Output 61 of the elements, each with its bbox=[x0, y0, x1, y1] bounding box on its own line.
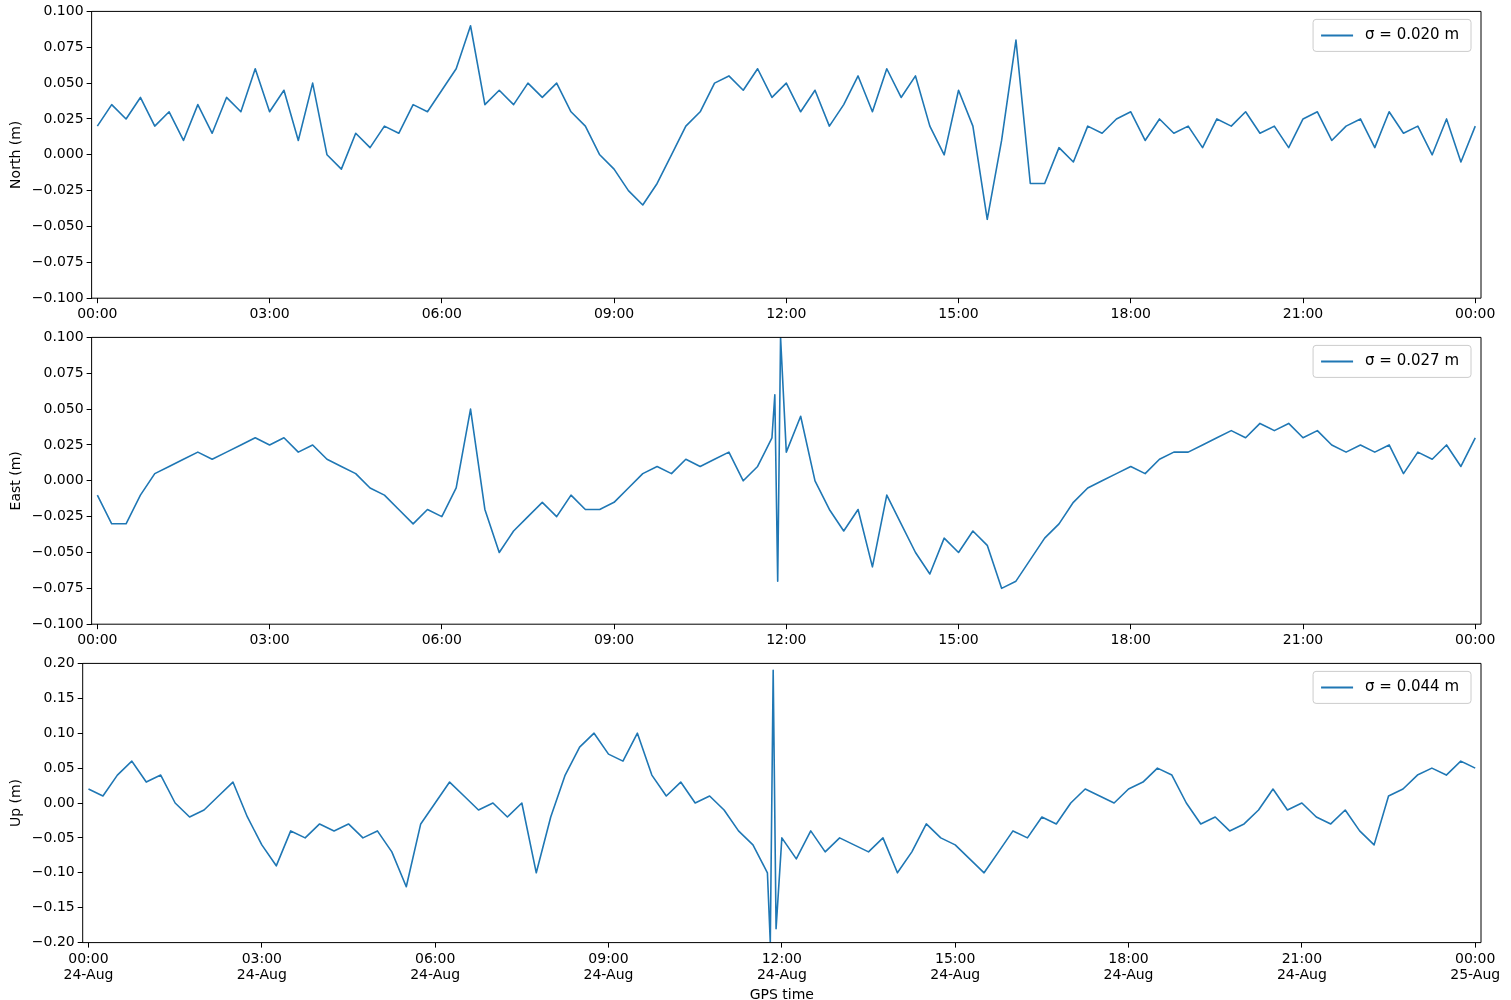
x-tick-label: 18:00 bbox=[1110, 631, 1151, 648]
y-tick-label: 0.10 bbox=[43, 723, 75, 740]
x-tick-label: 06:00 24-Aug bbox=[410, 949, 461, 983]
x-tick-label: 18:00 bbox=[1110, 305, 1151, 322]
y-tick-label: 0.100 bbox=[43, 328, 84, 345]
x-tick-label: 12:00 bbox=[766, 305, 807, 322]
x-tick-label: 15:00 bbox=[938, 305, 979, 322]
y-tick-label: −0.15 bbox=[31, 898, 75, 915]
y-tick-label: 0.050 bbox=[43, 73, 84, 90]
x-tick-label: 03:00 bbox=[249, 305, 290, 322]
x-tick-label: 21:00 bbox=[1282, 305, 1324, 322]
x-tick-label: 12:00 bbox=[766, 631, 807, 648]
y-tick-label: 0.00 bbox=[43, 793, 75, 810]
x-tick-label: 09:00 bbox=[593, 305, 635, 322]
legend-label: σ = 0.027 m bbox=[1365, 351, 1459, 370]
x-tick-label: 00:00 24-Aug bbox=[63, 949, 114, 983]
x-tick-label: 00:00 bbox=[1455, 305, 1496, 322]
y-tick-label: −0.050 bbox=[31, 217, 84, 234]
y-tick-label: −0.05 bbox=[31, 828, 75, 845]
x-tick-label: 00:00 bbox=[77, 631, 118, 648]
y-tick-label: 0.025 bbox=[43, 109, 84, 126]
y-tick-label: 0.075 bbox=[43, 37, 84, 54]
x-tick-label: 09:00 24-Aug bbox=[583, 949, 634, 983]
x-tick-label: 06:00 bbox=[421, 631, 463, 648]
y-axis-title: North (m) bbox=[7, 120, 24, 189]
x-tick-label: 15:00 bbox=[938, 631, 979, 648]
y-tick-label: 0.050 bbox=[43, 399, 84, 416]
x-tick-label: 00:00 25-Aug bbox=[1450, 949, 1501, 983]
x-axis-title: GPS time bbox=[749, 986, 814, 1000]
x-tick-label: 18:00 24-Aug bbox=[1103, 949, 1154, 983]
legend-label: σ = 0.020 m bbox=[1365, 25, 1459, 44]
y-axis-title: Up (m) bbox=[7, 778, 24, 828]
y-tick-label: 0.05 bbox=[43, 758, 75, 775]
y-tick-label: 0.000 bbox=[43, 471, 84, 488]
legend-label: σ = 0.044 m bbox=[1365, 677, 1459, 696]
y-tick-label: 0.075 bbox=[43, 363, 84, 380]
y-tick-label: 0.100 bbox=[43, 2, 84, 19]
y-tick-label: −0.100 bbox=[31, 614, 84, 631]
y-axis-title: East (m) bbox=[7, 451, 24, 511]
y-tick-label: 0.15 bbox=[43, 688, 75, 705]
x-tick-label: 09:00 bbox=[593, 631, 635, 648]
x-tick-label: 21:00 24-Aug bbox=[1276, 949, 1327, 983]
x-tick-label: 21:00 bbox=[1282, 631, 1324, 648]
x-tick-label: 15:00 24-Aug bbox=[930, 949, 981, 983]
x-tick-label: 03:00 24-Aug bbox=[236, 949, 287, 983]
y-tick-label: −0.075 bbox=[31, 252, 84, 269]
x-tick-label: 12:00 24-Aug bbox=[756, 949, 807, 983]
x-tick-label: 06:00 bbox=[421, 305, 463, 322]
y-tick-label: 0.20 bbox=[43, 654, 75, 671]
y-tick-label: −0.025 bbox=[31, 507, 84, 524]
y-tick-label: −0.050 bbox=[31, 543, 84, 560]
y-tick-label: −0.20 bbox=[31, 933, 75, 950]
y-tick-label: −0.100 bbox=[31, 288, 84, 305]
y-tick-label: −0.10 bbox=[31, 863, 75, 880]
y-tick-label: −0.075 bbox=[31, 578, 84, 595]
x-tick-label: 00:00 bbox=[77, 305, 118, 322]
y-tick-label: 0.000 bbox=[43, 145, 84, 162]
y-tick-label: −0.025 bbox=[31, 181, 84, 198]
x-tick-label: 00:00 bbox=[1455, 631, 1496, 648]
x-tick-label: 03:00 bbox=[249, 631, 290, 648]
y-tick-label: 0.025 bbox=[43, 435, 84, 452]
